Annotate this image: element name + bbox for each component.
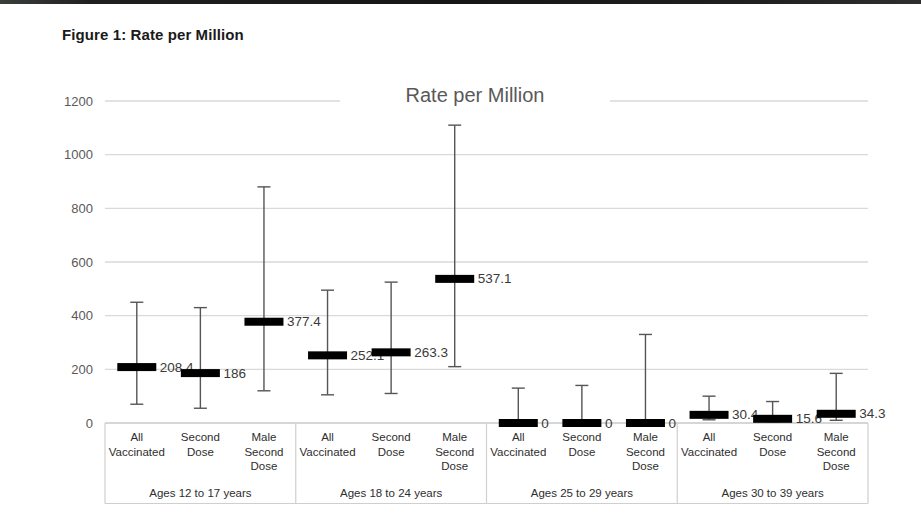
rate-marker bbox=[244, 318, 283, 326]
data-label: 0 bbox=[541, 416, 549, 431]
data-label: 186 bbox=[223, 366, 246, 381]
category-label: Male bbox=[251, 431, 276, 443]
rate-marker bbox=[690, 411, 729, 419]
category-label: Dose bbox=[759, 446, 786, 458]
rate-marker bbox=[117, 363, 156, 371]
category-label: All bbox=[512, 431, 525, 443]
rate-marker bbox=[562, 419, 601, 427]
category-label: Second bbox=[435, 446, 474, 458]
category-label: Vaccinated bbox=[490, 446, 546, 458]
data-label: 537.1 bbox=[478, 271, 512, 286]
age-group-label: Ages 18 to 24 years bbox=[340, 487, 443, 499]
data-label: 34.3 bbox=[859, 406, 885, 421]
data-label: 263.3 bbox=[414, 345, 448, 360]
rate-marker bbox=[753, 415, 792, 423]
category-label: All bbox=[321, 431, 334, 443]
data-label: 0 bbox=[605, 416, 613, 431]
age-group-label: Ages 12 to 17 years bbox=[149, 487, 252, 499]
rate-marker bbox=[817, 410, 856, 418]
category-label: Second bbox=[562, 431, 601, 443]
age-group-label: Ages 30 to 39 years bbox=[721, 487, 824, 499]
rate-marker bbox=[499, 419, 538, 427]
data-label: 377.4 bbox=[287, 314, 321, 329]
y-tick-label: 800 bbox=[71, 201, 93, 216]
category-label: Second bbox=[753, 431, 792, 443]
category-label: Male bbox=[633, 431, 658, 443]
rate-marker bbox=[308, 351, 347, 359]
category-label: Second bbox=[181, 431, 220, 443]
category-label: Dose bbox=[823, 460, 850, 472]
y-tick-label: 1000 bbox=[64, 147, 93, 162]
rate-per-million-chart: 0 200 400 600 800 1000 1200 Ages 12 to 17 years… bbox=[0, 0, 921, 517]
category-label: Dose bbox=[632, 460, 659, 472]
category-label: Vaccinated bbox=[681, 446, 737, 458]
category-label: All bbox=[130, 431, 143, 443]
category-label: Second bbox=[244, 446, 283, 458]
y-tick-label: 400 bbox=[71, 308, 93, 323]
rate-marker bbox=[626, 419, 665, 427]
category-label: Male bbox=[442, 431, 467, 443]
chart-title: Rate per Million bbox=[340, 84, 610, 107]
category-label: Dose bbox=[187, 446, 214, 458]
data-label: 0 bbox=[668, 416, 676, 431]
category-label: Dose bbox=[441, 460, 468, 472]
category-label: Second bbox=[372, 431, 411, 443]
category-label: All bbox=[703, 431, 716, 443]
category-label: Second bbox=[817, 446, 856, 458]
rate-marker bbox=[181, 369, 220, 377]
category-label: Vaccinated bbox=[300, 446, 356, 458]
category-label: Second bbox=[626, 446, 665, 458]
category-label: Dose bbox=[251, 460, 278, 472]
rate-marker bbox=[435, 275, 474, 283]
category-label: Male bbox=[824, 431, 849, 443]
y-tick-label: 600 bbox=[71, 255, 93, 270]
category-label: Vaccinated bbox=[109, 446, 165, 458]
page: Figure 1: Rate per Million 0200400600800… bbox=[0, 0, 921, 517]
rate-marker bbox=[372, 348, 411, 356]
category-label: Dose bbox=[568, 446, 595, 458]
category-label: Dose bbox=[378, 446, 405, 458]
age-group-label: Ages 25 to 29 years bbox=[531, 487, 634, 499]
y-tick-label: 0 bbox=[86, 416, 93, 431]
y-tick-label: 200 bbox=[71, 362, 93, 377]
y-tick-label: 1200 bbox=[64, 94, 93, 109]
